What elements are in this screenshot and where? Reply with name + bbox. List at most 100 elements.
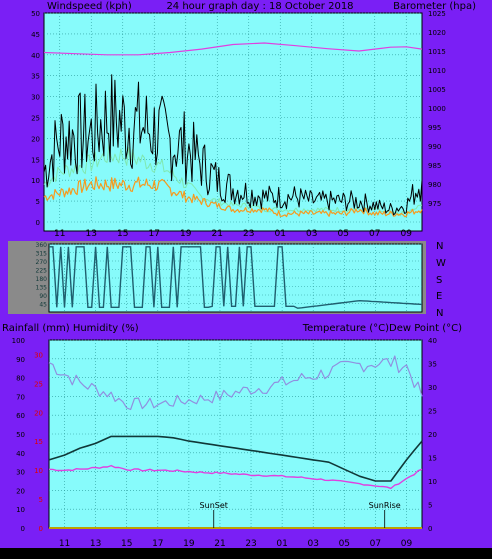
barometer-y-tick-label: 1000 <box>428 105 446 113</box>
chart-date-title: 24 hour graph day : 18 October 2018 <box>166 1 353 12</box>
sunset-label: SunSet <box>200 501 228 510</box>
temp-x-tick-label: 03 <box>307 539 318 549</box>
temp-x-tick-label: 23 <box>245 539 256 549</box>
wind-avg-line <box>43 176 423 218</box>
temperature-line <box>48 435 423 482</box>
wind-x-tick-label: 19 <box>180 229 192 239</box>
temp-x-tick-label: 21 <box>214 539 225 549</box>
temp-x-tick-label: 05 <box>339 539 350 549</box>
wind-x-tick-label: 07 <box>369 229 380 239</box>
wind-y-tick-label: 25 <box>31 115 40 123</box>
rainfall-y-tick-label: 25 <box>34 380 43 388</box>
wind-y-tick-label: 40 <box>31 52 40 60</box>
temp-x-tick-label: 19 <box>183 539 195 549</box>
temp-x-tick-label: 01 <box>276 539 287 549</box>
temperature-y-tick-label: 5 <box>428 502 432 510</box>
rainfall-y-tick-label: 0 <box>39 525 43 533</box>
compass-n-top: N <box>436 241 443 252</box>
barometer-y-tick-label: 1020 <box>428 29 446 37</box>
dewpoint-line <box>48 464 423 490</box>
compass-n-bottom: N <box>436 308 443 319</box>
wind-y-tick-label: 35 <box>31 73 40 81</box>
temperature-y-tick-label: 40 <box>428 337 437 345</box>
wind-y-tick-label: 30 <box>31 94 40 102</box>
temp-x-tick-label: 09 <box>401 539 413 549</box>
temperature-y-tick-label: 20 <box>428 431 437 439</box>
rainfall-y-tick-label: 15 <box>34 438 43 446</box>
barometer-y-tick-label: 975 <box>428 200 441 208</box>
direction-y-tick-label: 360 <box>36 242 48 249</box>
wind-x-tick-label: 01 <box>275 229 286 239</box>
temperature-y-tick-label: 15 <box>428 455 437 463</box>
temp-x-tick-label: 07 <box>370 539 381 549</box>
temperature-y-tick-label: 25 <box>428 408 437 416</box>
direction-y-tick-label: 135 <box>36 285 48 292</box>
wind-x-tick-label: 23 <box>243 229 254 239</box>
barometer-y-tick-label: 985 <box>428 162 441 170</box>
rainfall-y-tick-label: 20 <box>34 409 43 417</box>
wind-avg-high-line <box>43 143 423 217</box>
direction-y-tick-label: 270 <box>36 259 48 266</box>
humidity-y-tick-label: 70 <box>16 393 25 401</box>
barometer-y-tick-label: 990 <box>428 143 441 151</box>
rainfall-y-tick-label: 5 <box>39 496 43 504</box>
wind-axis-title: Windspeed (kph) <box>47 1 132 12</box>
compass-s: S <box>436 275 442 286</box>
humidity-y-tick-label: 60 <box>16 412 25 420</box>
compass-e: E <box>436 291 442 302</box>
barometer-y-tick-label: 995 <box>428 124 441 132</box>
wind-y-tick-label: 15 <box>31 156 40 164</box>
temp-x-tick-label: 11 <box>59 539 70 549</box>
wind-x-tick-label: 13 <box>86 229 97 239</box>
wind-x-tick-label: 15 <box>117 229 128 239</box>
humidity-y-tick-label: 100 <box>12 337 25 345</box>
wind-y-tick-label: 0 <box>36 219 40 227</box>
direction-y-tick-label: 90 <box>39 293 47 300</box>
temperature-y-tick-label: 10 <box>428 478 437 486</box>
barometer-y-tick-label: 1010 <box>428 67 446 75</box>
temp-x-tick-label: 13 <box>90 539 101 549</box>
wind-y-tick-label: 50 <box>31 10 40 18</box>
bottom-border <box>0 548 492 555</box>
temp-x-tick-label: 15 <box>121 539 132 549</box>
sunrise-label: SunRise <box>369 501 401 510</box>
wind-y-tick-label: 10 <box>31 177 40 185</box>
wind-gust-line <box>43 74 423 216</box>
wind-x-tick-label: 21 <box>212 229 223 239</box>
direction-y-tick-label: 225 <box>36 268 48 275</box>
barometer-axis-title: Barometer (hpa) <box>393 1 476 12</box>
humidity-y-tick-label: 20 <box>16 487 25 495</box>
wind-y-tick-label: 20 <box>31 135 40 143</box>
wind-x-tick-label: 09 <box>401 229 413 239</box>
rain-humidity-axis-title: Rainfall (mm) Humidity (%) <box>2 323 139 334</box>
barometer-y-tick-label: 1015 <box>428 48 446 56</box>
temperature-y-tick-label: 30 <box>428 384 437 392</box>
barometer-line <box>43 42 423 56</box>
wind-x-tick-label: 11 <box>54 229 65 239</box>
barometer-y-tick-label: 1025 <box>428 10 446 18</box>
humidity-y-tick-label: 30 <box>16 469 25 477</box>
humidity-y-tick-label: 50 <box>16 431 25 439</box>
humidity-y-tick-label: 0 <box>21 525 25 533</box>
wind-x-tick-label: 03 <box>306 229 317 239</box>
temp-dew-axis-title: Temperature (°C)Dew Point (°C) <box>302 323 462 334</box>
barometer-y-tick-label: 1005 <box>428 86 446 94</box>
direction-line <box>49 246 423 309</box>
compass-w: W <box>436 258 446 269</box>
direction-y-tick-label: 45 <box>39 302 47 309</box>
direction-y-tick-label: 315 <box>36 251 48 258</box>
wind-y-tick-label: 45 <box>31 31 40 39</box>
wind-x-tick-label: 17 <box>149 229 160 239</box>
humidity-y-tick-label: 90 <box>16 356 25 364</box>
barometer-y-tick-label: 980 <box>428 181 441 189</box>
humidity-y-tick-label: 80 <box>16 375 25 383</box>
wind-x-tick-label: 05 <box>338 229 349 239</box>
temperature-y-tick-label: 0 <box>428 525 432 533</box>
temperature-y-tick-label: 35 <box>428 361 437 369</box>
temp-x-tick-label: 17 <box>152 539 163 549</box>
humidity-y-tick-label: 40 <box>16 450 25 458</box>
rainfall-y-tick-label: 10 <box>34 467 43 475</box>
rainfall-y-tick-label: 30 <box>34 351 43 359</box>
